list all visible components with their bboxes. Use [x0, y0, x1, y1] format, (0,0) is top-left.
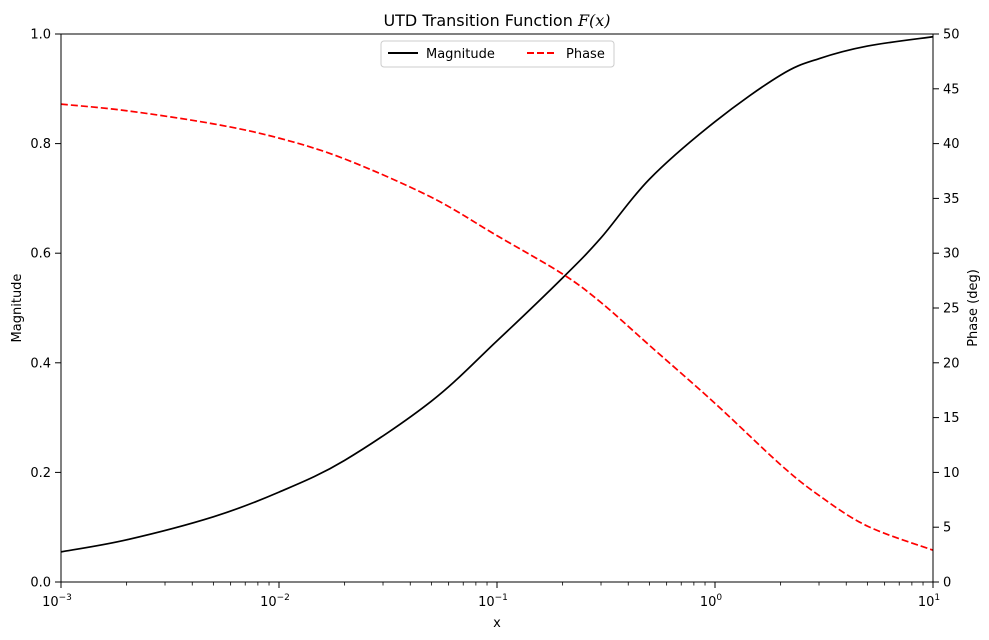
y-left-axis-ticks: 0.0 0.2 0.4 0.6 0.8 1.0: [30, 28, 61, 591]
y-left-tick-label: 0.0: [30, 576, 51, 591]
series-line-phase: [60, 103, 934, 552]
series-line-magnitude: [60, 35, 934, 553]
x-tick-label: 101: [918, 593, 940, 610]
y-left-tick-label: 1.0: [30, 28, 51, 43]
x-tick-label: 100: [700, 593, 723, 610]
legend: Magnitude Phase: [380, 40, 615, 68]
y-right-tick-label: 0: [943, 576, 951, 591]
y-right-axis-label: Phase (deg): [966, 269, 981, 347]
chart-title-math: F(x): [577, 11, 611, 30]
y-left-axis-label: Magnitude: [10, 274, 25, 343]
x-tick-label: 10−1: [478, 593, 508, 610]
x-axis-ticks: 10−3 10−2 10−1 100 101: [42, 582, 940, 610]
series-layer: [60, 35, 934, 553]
legend-magnitude-label: Magnitude: [426, 47, 495, 62]
y-left-tick-label: 0.2: [30, 466, 51, 481]
legend-box: [380, 40, 615, 68]
chart-title: UTD Transition Function F(x): [383, 11, 610, 30]
y-right-tick-label: 50: [943, 28, 960, 43]
y-right-tick-label: 15: [943, 411, 960, 426]
y-right-tick-label: 45: [943, 82, 960, 97]
plot-frame: [60, 33, 934, 583]
chart-title-text: UTD Transition Function: [383, 11, 578, 30]
y-right-tick-label: 40: [943, 137, 960, 152]
legend-phase-label: Phase: [566, 47, 605, 62]
y-right-tick-label: 10: [943, 466, 960, 481]
y-right-tick-label: 35: [943, 192, 960, 207]
x-tick-label: 10−2: [260, 593, 290, 610]
y-right-axis-ticks: 0 5 10 15 20 25 30 35 40 45 50: [933, 28, 960, 591]
y-right-tick-label: 25: [943, 302, 960, 317]
x-tick-label: 10−3: [42, 593, 72, 610]
y-left-tick-label: 0.6: [30, 247, 51, 262]
y-left-tick-label: 0.8: [30, 137, 51, 152]
y-right-tick-label: 20: [943, 356, 960, 371]
y-right-tick-label: 5: [943, 521, 951, 536]
x-axis-label: x: [493, 616, 501, 631]
y-left-tick-label: 0.4: [30, 356, 51, 371]
y-right-tick-label: 30: [943, 247, 960, 262]
